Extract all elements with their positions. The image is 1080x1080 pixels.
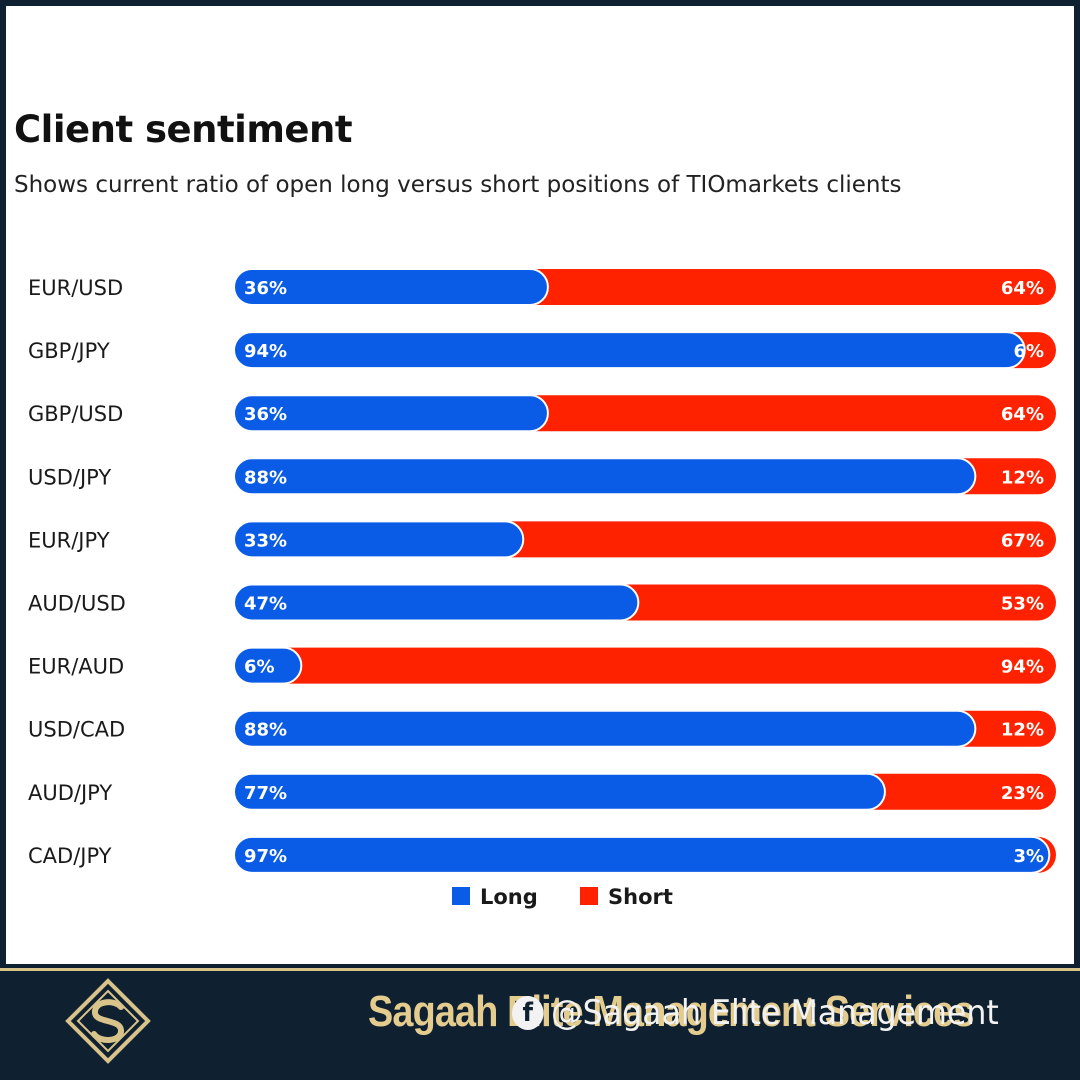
long-value-label: 88%	[244, 720, 287, 741]
long-bar	[233, 268, 549, 306]
chart-subtitle: Shows current ratio of open long versus …	[14, 172, 902, 198]
facebook-icon: f	[512, 996, 544, 1030]
social-handle-text: @Sagaah Elite Management	[551, 993, 999, 1033]
long-bar	[233, 709, 977, 748]
category-label: EUR/JPY	[28, 528, 110, 552]
short-value-label: 53%	[1001, 594, 1044, 615]
category-label: GBP/USD	[28, 402, 123, 426]
chart-title: Client sentiment	[14, 108, 353, 151]
short-value-label: 23%	[1001, 783, 1044, 804]
short-value-label: 67%	[1001, 530, 1044, 551]
long-value-label: 6%	[244, 657, 275, 678]
short-value-label: 12%	[1001, 720, 1044, 741]
sentiment-bar-chart: EUR/USD 36% 64% GBP/JPY 94% 6% GBP/USD 36% 64% US…	[28, 268, 1056, 909]
category-label: AUD/JPY	[28, 781, 112, 805]
short-value-label: 94%	[1001, 657, 1044, 678]
sagaah-logo-icon	[64, 977, 152, 1069]
long-value-label: 77%	[244, 783, 287, 804]
short-value-label: 6%	[1013, 341, 1044, 362]
legend-long-label: Long	[480, 885, 538, 909]
category-label: USD/JPY	[28, 465, 111, 489]
long-bar	[233, 457, 977, 496]
long-value-label: 33%	[244, 530, 287, 551]
long-value-label: 36%	[244, 278, 287, 299]
brand-name: Sagaah Elite Management Services	[368, 987, 974, 1036]
short-value-label: 64%	[1001, 278, 1044, 299]
category-label: CAD/JPY	[28, 844, 112, 868]
category-label: GBP/JPY	[28, 339, 110, 363]
long-value-label: 88%	[244, 467, 287, 488]
long-bar	[233, 331, 1026, 370]
long-bar	[233, 646, 303, 685]
footer-divider	[0, 968, 1080, 971]
long-value-label: 47%	[244, 594, 287, 615]
legend-short-swatch	[580, 887, 598, 905]
long-bar	[233, 520, 525, 559]
legend-long-swatch	[452, 887, 470, 905]
short-bar	[234, 647, 1056, 684]
footer-banner: Sagaah Elite Management Services f @Saga…	[0, 971, 1080, 1080]
long-value-label: 97%	[244, 846, 287, 867]
long-bar	[233, 835, 1051, 874]
short-value-label: 64%	[1001, 404, 1044, 425]
category-label: EUR/USD	[28, 276, 123, 300]
long-bar	[233, 772, 886, 811]
short-value-label: 3%	[1013, 846, 1044, 867]
category-label: USD/CAD	[28, 718, 125, 742]
social-handle[interactable]: f @Sagaah Elite Management	[512, 993, 999, 1033]
category-label: AUD/USD	[28, 592, 126, 616]
long-bar	[233, 583, 640, 622]
short-value-label: 12%	[1001, 467, 1044, 488]
long-value-label: 36%	[244, 404, 287, 425]
legend-short-label: Short	[608, 885, 673, 909]
long-value-label: 94%	[244, 341, 287, 362]
long-bar	[233, 394, 549, 433]
category-label: EUR/AUD	[28, 655, 124, 679]
